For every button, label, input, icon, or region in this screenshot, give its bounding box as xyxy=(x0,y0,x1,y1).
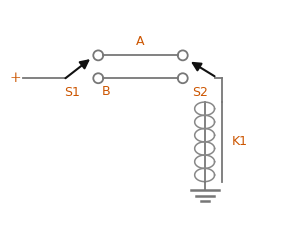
Text: A: A xyxy=(136,35,145,48)
Text: S2: S2 xyxy=(192,86,208,99)
Text: S1: S1 xyxy=(65,86,80,99)
Text: K1: K1 xyxy=(232,135,247,148)
Text: B: B xyxy=(102,85,111,98)
Text: +: + xyxy=(10,71,21,85)
